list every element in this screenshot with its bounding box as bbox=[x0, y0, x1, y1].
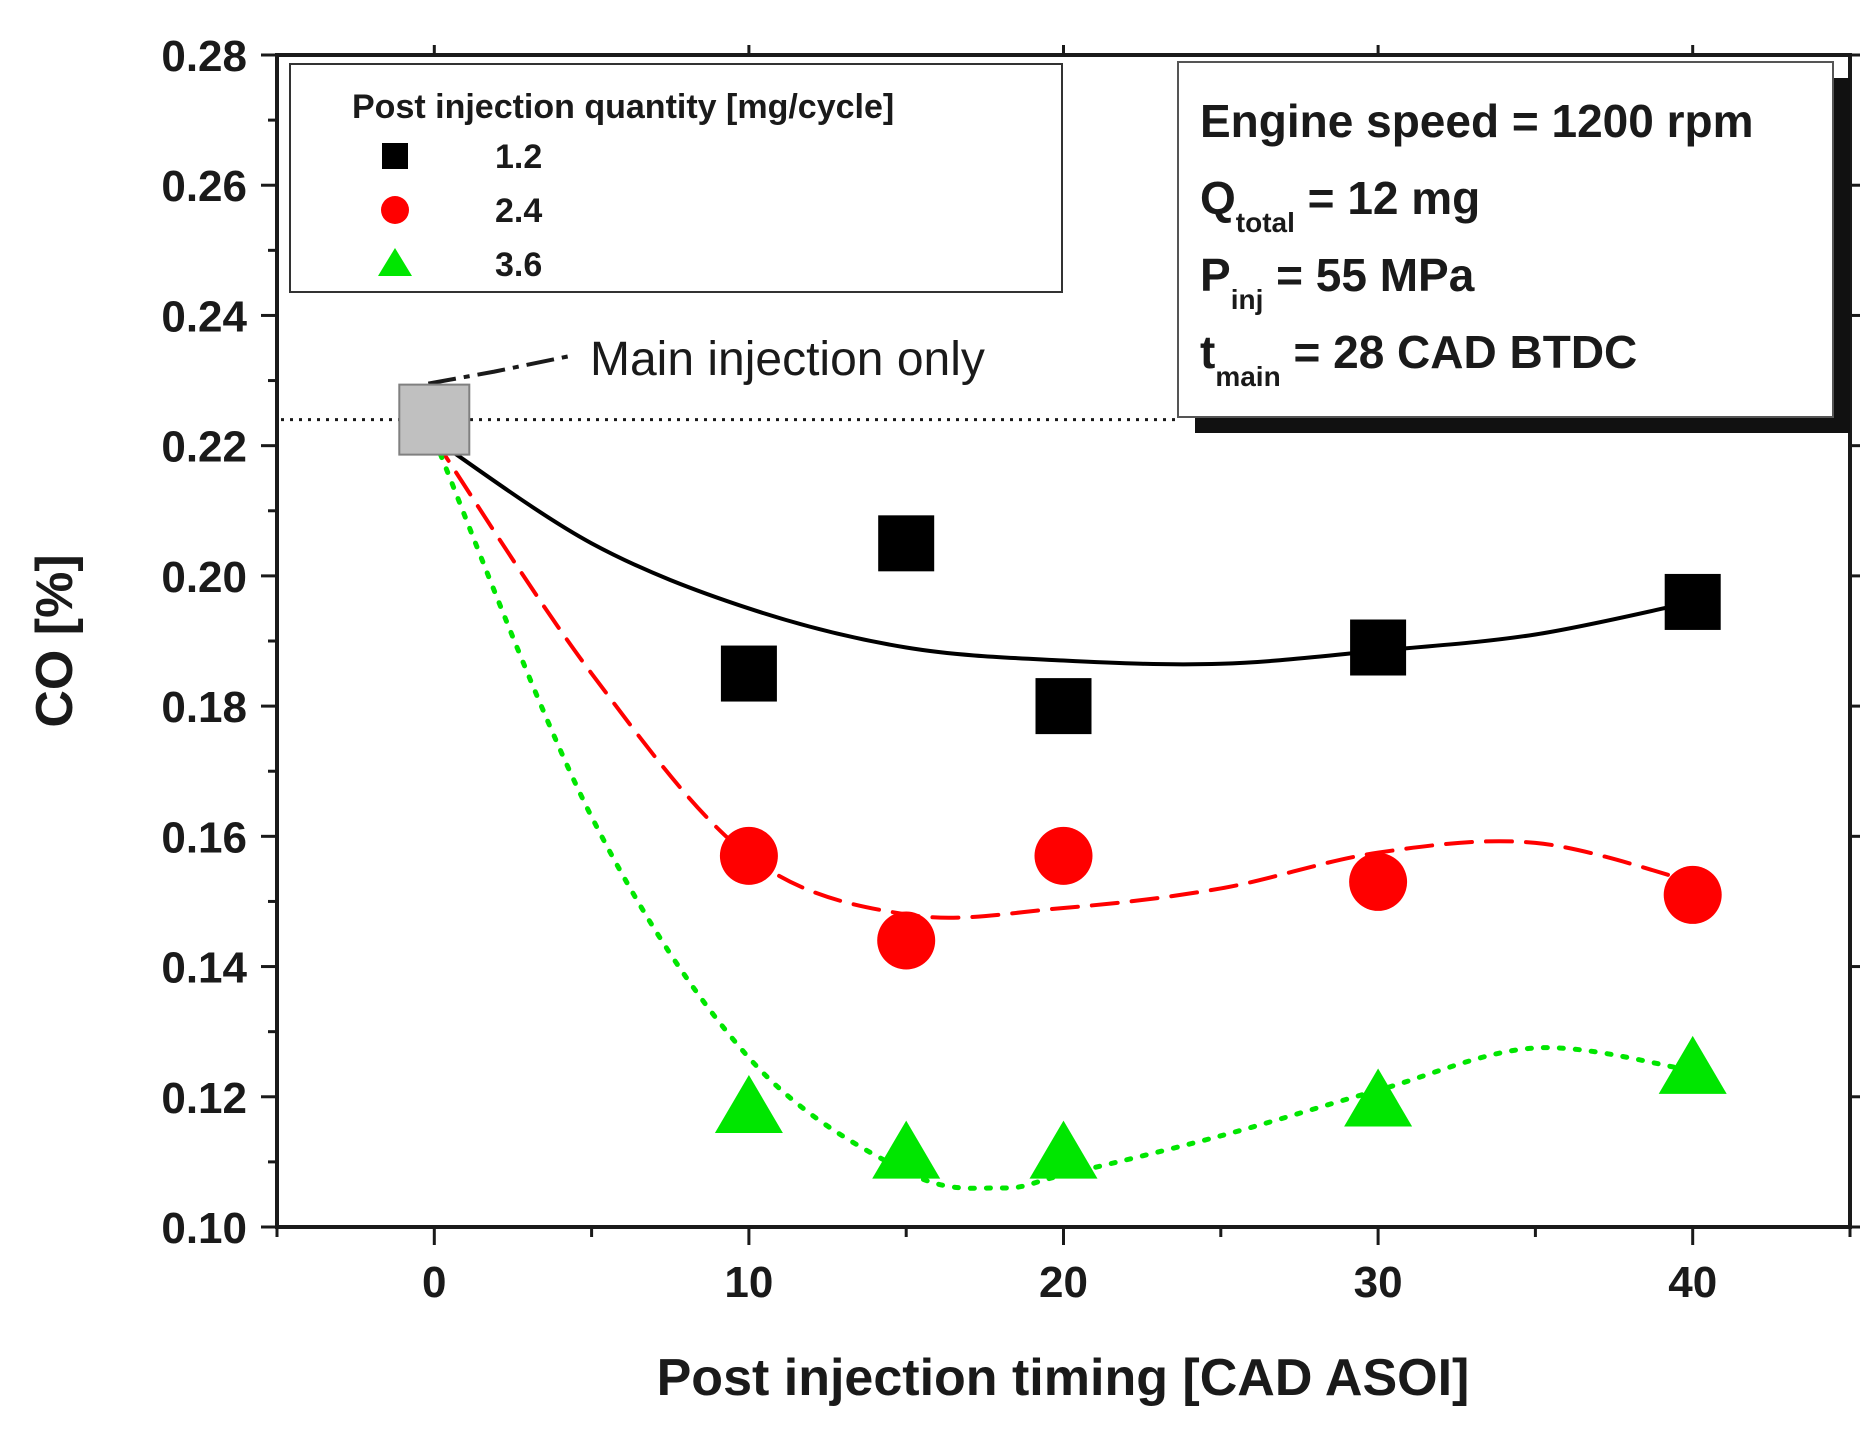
y-tick-label: 0.20 bbox=[161, 553, 247, 602]
y-tick-label: 0.12 bbox=[161, 1074, 247, 1123]
y-tick-label: 0.10 bbox=[161, 1204, 247, 1253]
legend-label: 3.6 bbox=[495, 246, 542, 284]
x-axis-title: Post injection timing [CAD ASOI] bbox=[657, 1349, 1470, 1407]
data-point-square bbox=[1350, 619, 1407, 676]
axis-ticks bbox=[261, 45, 1860, 1245]
legend-box bbox=[289, 63, 1063, 293]
data-point-circle bbox=[877, 911, 936, 970]
y-tick-label: 0.16 bbox=[161, 813, 247, 862]
axis-tick-labels: 0 10 20 30 40 0.10 0.12 0.14 0.16 0.18 0.20 0.22 0.2… bbox=[161, 32, 1717, 1307]
data-point-triangle bbox=[714, 1075, 783, 1133]
info-line: Qtotal = 12 mg bbox=[1200, 172, 1480, 238]
x-tick-label: 10 bbox=[724, 1258, 773, 1307]
data-point-circle bbox=[719, 826, 778, 885]
trend-lines bbox=[431, 436, 1696, 1191]
data-point-circle bbox=[1663, 865, 1722, 924]
y-axis-title: CO [%] bbox=[26, 554, 84, 727]
trend-line-2.4 bbox=[432, 437, 1695, 920]
info-box-lines: Engine speed = 1200 rpm Qtotal = 12 mg Pin… bbox=[1200, 95, 1754, 392]
x-tick-label: 40 bbox=[1668, 1258, 1717, 1307]
data-point-circle bbox=[1034, 826, 1093, 885]
test-conditions-box: Engine speed = 1200 rpm Qtotal = 12 mg Pin… bbox=[1177, 61, 1850, 433]
main-injection-only-marker bbox=[398, 383, 471, 456]
data-markers bbox=[714, 515, 1727, 1179]
data-point-square bbox=[1035, 678, 1092, 735]
info-line: tmain = 28 CAD BTDC bbox=[1200, 326, 1637, 392]
x-tick-label: 0 bbox=[422, 1258, 446, 1307]
y-tick-label: 0.24 bbox=[161, 292, 247, 341]
legend: Post injection quantity [mg/cycle] 1.2 2.… bbox=[289, 63, 1063, 293]
x-tick-label: 30 bbox=[1354, 1258, 1403, 1307]
y-tick-label: 0.14 bbox=[161, 944, 247, 993]
trend-line-3.6 bbox=[431, 436, 1696, 1191]
trend-line-1.2 bbox=[432, 437, 1695, 667]
data-point-triangle bbox=[1029, 1120, 1098, 1179]
legend-marker-triangle bbox=[378, 248, 412, 276]
y-tick-label: 0.28 bbox=[161, 32, 247, 81]
legend-items: 1.2 2.4 3.6 bbox=[378, 138, 542, 284]
info-line: Pinj = 55 MPa bbox=[1200, 249, 1475, 315]
data-point-triangle bbox=[1658, 1035, 1727, 1094]
info-line: Engine speed = 1200 rpm bbox=[1200, 95, 1754, 147]
data-point-square bbox=[878, 515, 935, 572]
y-tick-label: 0.22 bbox=[161, 423, 247, 472]
main-injection-annotation: Main injection only bbox=[590, 333, 985, 386]
x-tick-label: 20 bbox=[1039, 1258, 1088, 1307]
data-point-square bbox=[720, 645, 777, 702]
data-point-circle bbox=[1349, 852, 1408, 911]
legend-marker-circle bbox=[381, 196, 409, 224]
y-tick-label: 0.26 bbox=[161, 162, 247, 211]
legend-label: 2.4 bbox=[495, 192, 542, 230]
legend-marker-square bbox=[382, 143, 408, 169]
main-injection-leader-line bbox=[427, 354, 571, 386]
data-point-triangle bbox=[872, 1120, 941, 1179]
legend-title: Post injection quantity [mg/cycle] bbox=[352, 88, 894, 126]
data-point-square bbox=[1664, 573, 1721, 630]
y-tick-label: 0.18 bbox=[161, 683, 247, 732]
data-point-triangle bbox=[1344, 1068, 1413, 1127]
legend-label: 1.2 bbox=[495, 138, 542, 176]
info-box-frame bbox=[1177, 61, 1834, 418]
